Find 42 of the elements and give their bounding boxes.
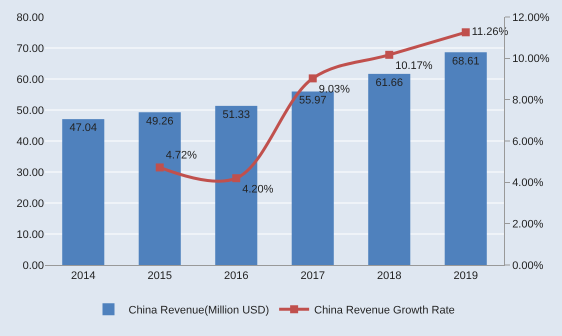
x-tick-label: 2017 (300, 270, 325, 282)
data-label: 68.61 (452, 55, 480, 68)
bar (368, 74, 410, 265)
legend-label: China Revenue(Million USD) (128, 304, 270, 317)
x-tick-label: 2018 (377, 270, 402, 282)
y2-tick-label: 8.00% (512, 94, 544, 107)
x-tick-label: 2014 (71, 270, 96, 282)
point (232, 174, 240, 182)
y-tick-label: 10.00 (16, 228, 44, 241)
data-label: 47.04 (69, 122, 98, 134)
data-label: 49.26 (146, 115, 174, 128)
y-tick-label: 60.00 (16, 74, 44, 86)
bar (62, 119, 104, 265)
data-label: 55.97 (298, 94, 327, 106)
y-tick-label: 40.00 (16, 136, 44, 148)
x-tick-label: 2015 (148, 270, 172, 282)
y2-tick-label: 4.00% (512, 177, 544, 190)
point (462, 28, 470, 36)
x-tick-label: 2019 (454, 270, 478, 282)
point (156, 163, 164, 172)
y2-tick-label: 0.00% (512, 260, 544, 272)
data-label: 10.17% (395, 60, 433, 72)
data-label: 9.03% (318, 84, 350, 96)
point (385, 50, 394, 59)
y-tick-label: 20.00 (16, 198, 44, 210)
data-label: 51.33 (222, 108, 250, 121)
y2-tick-label: 12.00% (512, 12, 550, 24)
y2-tick-label: 2.00% (512, 218, 544, 231)
y-tick-label: 0.00 (22, 260, 44, 272)
y2-tick-label: 10.00% (512, 53, 550, 66)
data-label: 61.66 (375, 76, 404, 89)
bar (444, 52, 487, 265)
y-tick-label: 70.00 (16, 42, 44, 55)
legend-label: China Revenue Growth Rate (314, 304, 455, 317)
bar (292, 91, 334, 265)
y-tick-label: 80.00 (16, 12, 44, 24)
y-tick-label: 30.00 (16, 166, 44, 179)
y2-tick-label: 6.00% (512, 136, 544, 148)
x-tick-label: 2016 (224, 270, 248, 282)
data-label: 11.26% (472, 26, 508, 38)
point (308, 74, 317, 82)
y-tick-label: 50.00 (16, 104, 44, 117)
